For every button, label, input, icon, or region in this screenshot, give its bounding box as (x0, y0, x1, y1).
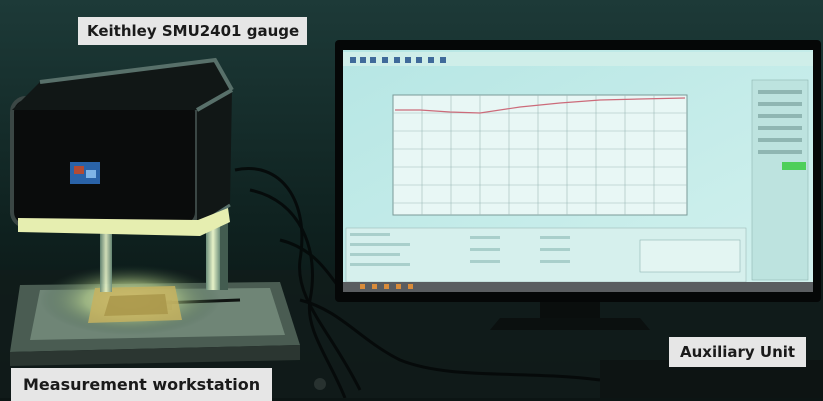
plot-area (392, 94, 688, 216)
toolbar-icons (350, 57, 446, 63)
gauge-label: Keithley SMU2401 gauge (78, 17, 308, 45)
status-indicator (782, 162, 806, 170)
keithley-gauge (10, 57, 234, 292)
workstation-label: Measurement workstation (11, 368, 273, 401)
data-panels (345, 227, 747, 283)
right-panel (751, 79, 809, 281)
measurement-workstation (10, 265, 300, 366)
taskbar (343, 282, 813, 292)
plot-curve (395, 97, 686, 114)
auxiliary-unit-label: Auxiliary Unit (669, 337, 807, 367)
monitor (335, 40, 821, 330)
